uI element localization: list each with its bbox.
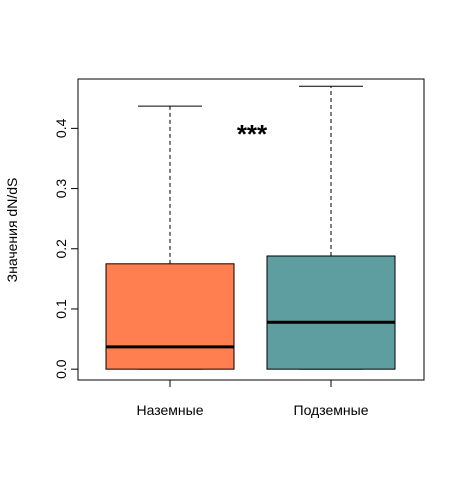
box-2 [266,85,396,370]
box-body [266,255,396,370]
y-tick-label: 0.3 [53,179,69,199]
y-tick-label: 0.1 [53,299,69,319]
axes-layer: 0.0 0.1 0.2 0.3 0.4 Наземные Подземные [53,78,425,418]
box-body [105,263,235,370]
y-tick-label: 0.2 [53,239,69,259]
significance-annotation: *** [237,119,268,149]
plot-frame [77,78,425,381]
box-1 [105,105,235,370]
x-tick-label: Подземные [294,402,369,418]
boxes-layer [105,85,396,370]
y-tick-label: 0.0 [53,359,69,379]
y-tick-label: 0.4 [53,118,69,138]
x-tick-label: Наземные [137,402,204,418]
y-axis-label: Значения dN/dS [4,178,20,283]
